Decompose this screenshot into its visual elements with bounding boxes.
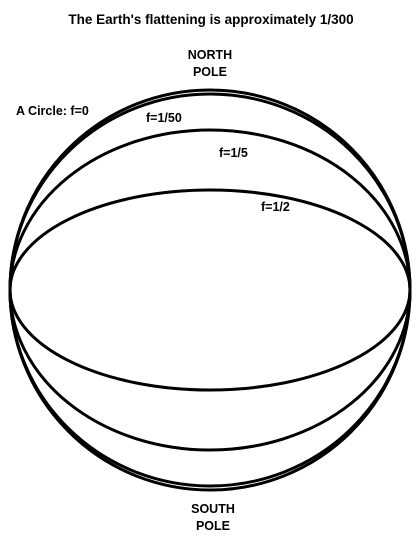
f-1-50-label: f=1/50 bbox=[146, 111, 182, 125]
south-pole-label-line1: SOUTH bbox=[191, 502, 235, 516]
circle-label: A Circle: f=0 bbox=[16, 104, 89, 118]
ellipse-f-1-2 bbox=[8, 188, 412, 392]
north-pole-label-line1: NORTH bbox=[188, 48, 232, 62]
ellipse-f-1-50 bbox=[8, 92, 412, 488]
ellipse-group bbox=[8, 88, 412, 492]
f-1-2-label: f=1/2 bbox=[261, 200, 290, 214]
diagram-title: The Earth's flattening is approximately … bbox=[68, 12, 353, 27]
south-pole-label-line2: POLE bbox=[196, 519, 230, 533]
north-pole-label-line2: POLE bbox=[193, 65, 227, 79]
ellipse-f-1-5 bbox=[8, 128, 412, 452]
f-1-5-label: f=1/5 bbox=[219, 146, 248, 160]
